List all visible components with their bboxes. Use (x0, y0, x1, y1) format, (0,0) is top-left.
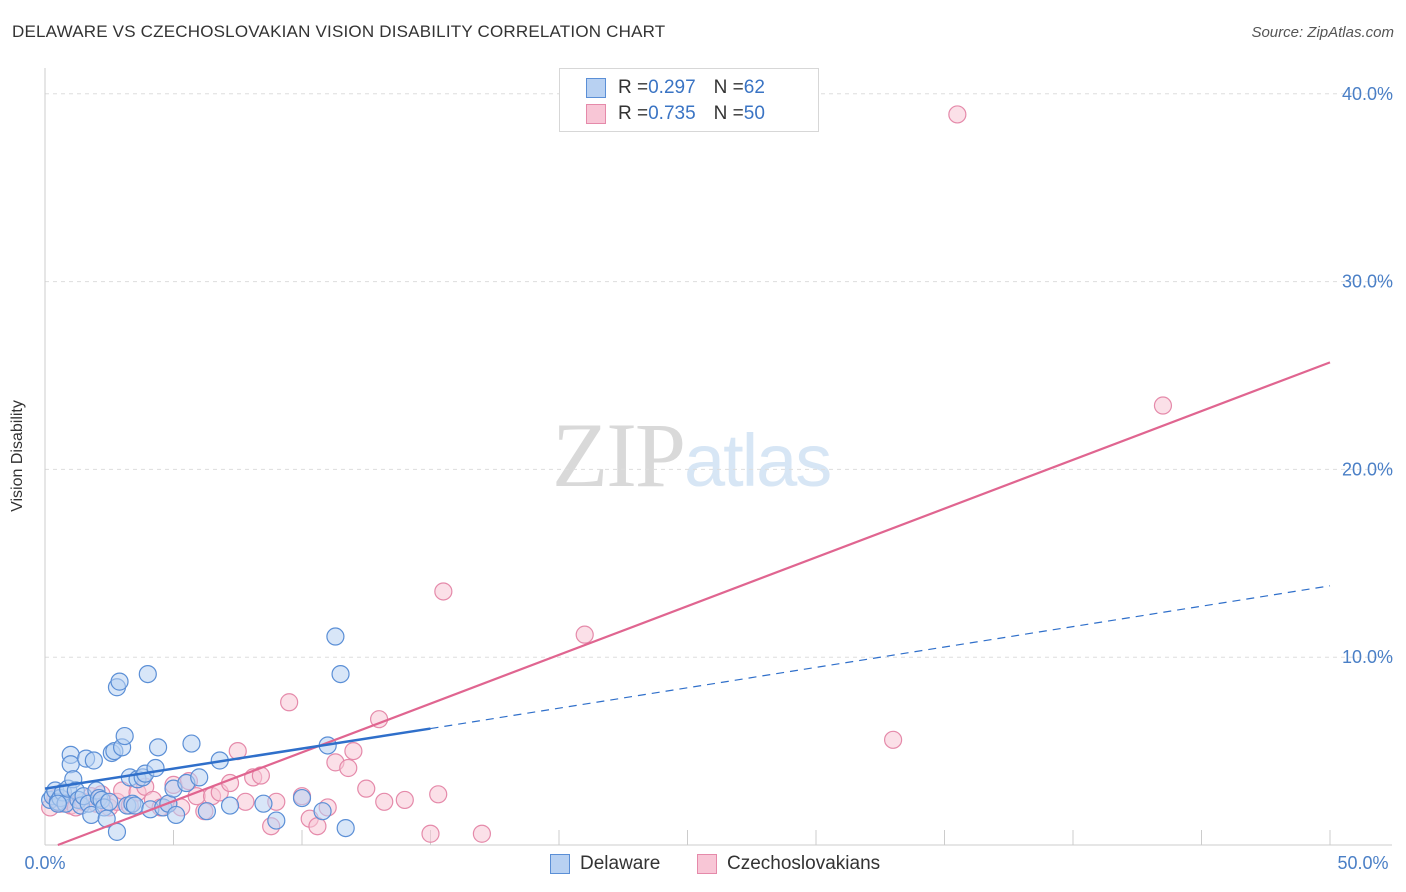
legend-r-label: R = (618, 77, 649, 98)
czechoslovakians-trend-line (57, 361, 1331, 847)
czechoslovakians-point (344, 741, 363, 761)
czechoslovakians-point (421, 824, 440, 843)
delaware-point (182, 734, 201, 753)
czechoslovakians-point (948, 105, 967, 124)
bottom-swatch-czechoslovakians (697, 854, 717, 874)
source-credit: Source: ZipAtlas.com (1251, 24, 1394, 41)
delaware-point (125, 796, 145, 815)
x-tick-label: 50.0% (1337, 853, 1388, 873)
legend-r-value: 0.297 (648, 77, 696, 98)
czechoslovakians-point (434, 582, 453, 601)
czechoslovakians-point (375, 792, 394, 811)
tick-labels: 10.0% 20.0% 30.0% 40.0% 0.0% 50.0% (24, 84, 1393, 873)
watermark: ZIPatlas (552, 402, 832, 508)
legend-r-value: 0.735 (648, 103, 696, 124)
delaware-point (267, 811, 286, 830)
czechoslovakians-point (429, 785, 448, 804)
czechoslovakians-point (395, 790, 414, 810)
delaware-point (61, 755, 80, 774)
czechoslovakians-point (236, 792, 255, 811)
delaware-point (110, 672, 129, 691)
legend-swatch-czechoslovakians (586, 104, 606, 124)
axis-layer (44, 68, 1392, 846)
delaware-point (197, 802, 217, 821)
delaware-point (326, 627, 345, 646)
czechoslovakians-point (308, 817, 327, 836)
bottom-legend-label: Czechoslovakians (727, 853, 881, 874)
x-tick-label: 0.0% (24, 853, 65, 873)
legend-swatch-delaware (586, 78, 606, 98)
delaware-trend-extension (430, 585, 1331, 730)
czechoslovakians-point (575, 625, 594, 644)
watermark-atlas: atlas (684, 419, 832, 502)
legend-n-label: N = (713, 77, 744, 98)
delaware-point (115, 726, 134, 746)
czechoslovakians-point (883, 730, 903, 749)
bottom-legend-czechoslovakians: Czechoslovakians (697, 852, 880, 876)
y-tick-label: 30.0% (1342, 272, 1393, 292)
bottom-legend-delaware: Delaware (550, 852, 660, 876)
delaware-point (331, 664, 350, 684)
legend-r-label: R = (618, 103, 649, 124)
legend-n-label: N = (713, 103, 744, 124)
czechoslovakians-points (41, 105, 1173, 843)
delaware-point (48, 794, 67, 813)
delaware-point (84, 751, 103, 770)
delaware-point (146, 758, 165, 778)
czechoslovakians-point (1153, 396, 1173, 415)
legend: R = 0.297 N = 62 R = 0.735 N = 50 (559, 68, 819, 132)
chart-title: DELAWARE VS CZECHOSLOVAKIAN VISION DISAB… (12, 22, 666, 41)
delaware-point (100, 792, 119, 811)
delaware-trend-line (44, 727, 431, 790)
grid-layer (45, 93, 1392, 658)
legend-n-value: 62 (743, 77, 765, 98)
delaware-point (313, 802, 332, 821)
y-tick-label: 40.0% (1342, 84, 1393, 104)
y-tick-label: 10.0% (1342, 647, 1393, 667)
delaware-point (138, 664, 157, 684)
watermark-zip: ZIP (552, 404, 686, 506)
czechoslovakians-point (280, 693, 299, 712)
y-tick-label: 20.0% (1342, 459, 1393, 479)
czechoslovakians-point (339, 758, 358, 778)
bottom-legend-label: Delaware (580, 853, 661, 874)
czechoslovakians-point (357, 779, 376, 798)
delaware-point (336, 818, 355, 838)
delaware-point (254, 794, 273, 813)
bottom-swatch-delaware (550, 854, 570, 874)
czechoslovakians-point (472, 824, 491, 843)
delaware-point (220, 796, 240, 815)
legend-row-czechoslovakians: R = 0.735 N = 50 (586, 101, 765, 127)
delaware-point (190, 768, 209, 787)
delaware-point (166, 805, 186, 825)
delaware-point (148, 738, 168, 757)
delaware-point (292, 788, 312, 808)
legend-n-value: 50 (743, 103, 765, 124)
trend-layer (44, 361, 1331, 847)
legend-row-delaware: R = 0.297 N = 62 (586, 75, 765, 101)
